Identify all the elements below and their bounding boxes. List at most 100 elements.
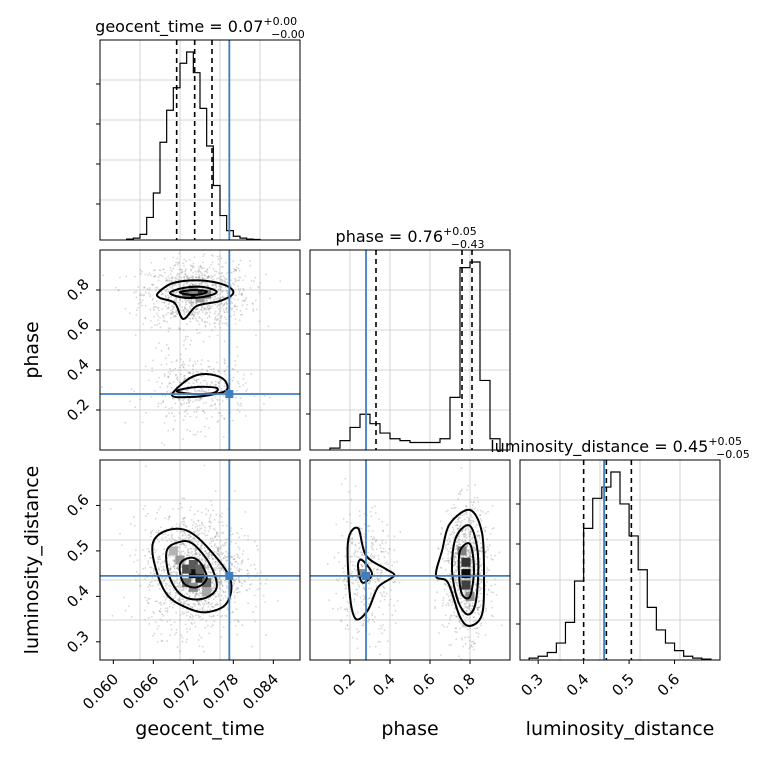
scatter-point bbox=[204, 626, 207, 629]
scatter-point bbox=[204, 559, 207, 562]
scatter-point bbox=[205, 602, 208, 605]
scatter-point bbox=[376, 568, 378, 571]
scatter-point bbox=[195, 411, 198, 413]
scatter-point bbox=[167, 518, 170, 521]
scatter-point bbox=[169, 599, 172, 602]
scatter-point bbox=[367, 603, 370, 605]
scatter-point bbox=[203, 599, 206, 602]
scatter-point bbox=[174, 579, 176, 582]
scatter-point bbox=[455, 544, 458, 547]
scatter-point bbox=[358, 525, 361, 528]
scatter-point bbox=[175, 298, 178, 301]
scatter-point bbox=[144, 465, 147, 467]
scatter-point bbox=[335, 592, 338, 595]
scatter-point bbox=[129, 312, 131, 315]
scatter-point bbox=[206, 534, 209, 537]
scatter-point bbox=[379, 577, 381, 580]
scatter-point bbox=[474, 583, 477, 586]
scatter-point bbox=[394, 622, 397, 625]
scatter-point bbox=[217, 289, 220, 292]
scatter-point bbox=[444, 583, 447, 586]
scatter-point bbox=[152, 611, 155, 613]
scatter-point bbox=[201, 273, 204, 275]
scatter-point bbox=[188, 554, 190, 557]
scatter-point bbox=[233, 594, 236, 597]
scatter-point bbox=[141, 549, 144, 551]
scatter-point bbox=[178, 525, 181, 528]
scatter-point bbox=[169, 566, 172, 568]
scatter-point bbox=[356, 581, 359, 584]
scatter-point bbox=[239, 397, 242, 399]
scatter-point bbox=[445, 559, 448, 562]
scatter-point bbox=[247, 538, 250, 541]
scatter-point bbox=[154, 269, 156, 272]
scatter-point bbox=[434, 606, 437, 608]
scatter-point bbox=[171, 276, 173, 279]
contour-line bbox=[165, 540, 218, 601]
scatter-point bbox=[207, 509, 210, 512]
scatter-point bbox=[476, 627, 478, 630]
scatter-point bbox=[158, 610, 161, 613]
scatter-point bbox=[374, 616, 376, 618]
scatter-point bbox=[207, 565, 210, 568]
y-tick-label: 0.6 bbox=[63, 491, 93, 521]
scatter-point bbox=[237, 591, 239, 594]
scatter-point bbox=[193, 283, 196, 286]
scatter-point bbox=[199, 582, 202, 585]
scatter-point bbox=[252, 611, 255, 614]
density-cell bbox=[202, 587, 212, 597]
scatter-point bbox=[455, 627, 457, 630]
contour-line bbox=[155, 279, 235, 320]
scatter-point bbox=[189, 613, 192, 616]
scatter-point bbox=[363, 533, 366, 536]
scatter-point bbox=[221, 290, 224, 292]
scatter-point bbox=[216, 255, 219, 258]
scatter-point bbox=[326, 563, 329, 566]
scatter-point bbox=[139, 294, 141, 297]
scatter-point bbox=[447, 543, 450, 545]
scatter-point bbox=[221, 512, 224, 515]
scatter-point bbox=[453, 614, 456, 617]
scatter-point bbox=[230, 568, 233, 571]
scatter-point bbox=[225, 580, 228, 583]
scatter-point bbox=[371, 618, 374, 621]
scatter-point bbox=[478, 606, 481, 609]
scatter-point bbox=[251, 302, 254, 305]
scatter-point bbox=[139, 292, 142, 295]
scatter-point bbox=[191, 623, 194, 625]
scatter-point bbox=[235, 577, 238, 580]
scatter-point bbox=[360, 563, 362, 566]
scatter-point bbox=[349, 576, 351, 579]
scatter-point bbox=[472, 541, 474, 544]
scatter-point bbox=[183, 520, 185, 522]
scatter-point bbox=[182, 517, 185, 520]
scatter-point bbox=[218, 554, 221, 557]
scatter-point bbox=[195, 548, 198, 551]
scatter-point bbox=[494, 554, 496, 557]
scatter-point bbox=[168, 516, 171, 518]
scatter-point bbox=[234, 268, 236, 271]
scatter-point bbox=[170, 280, 173, 282]
scatter-point bbox=[130, 388, 133, 391]
scatter-point bbox=[356, 611, 359, 614]
scatter-point bbox=[463, 518, 466, 521]
scatter-point bbox=[178, 582, 181, 584]
scatter-point bbox=[234, 619, 236, 622]
scatter-point bbox=[177, 261, 180, 264]
scatter-point bbox=[199, 608, 201, 611]
scatter-point bbox=[181, 542, 184, 545]
scatter-point bbox=[155, 289, 157, 292]
scatter-point bbox=[205, 299, 208, 301]
scatter-point bbox=[150, 531, 152, 534]
scatter-point bbox=[471, 608, 473, 610]
scatter-point bbox=[359, 551, 362, 553]
scatter-point bbox=[144, 596, 147, 599]
scatter-point bbox=[139, 584, 142, 587]
scatter-point bbox=[197, 519, 200, 522]
scatter-point bbox=[175, 385, 178, 388]
scatter-point bbox=[224, 278, 227, 281]
scatter-point bbox=[242, 384, 245, 387]
scatter-point bbox=[184, 299, 186, 301]
scatter-point bbox=[214, 274, 216, 276]
scatter-point bbox=[188, 317, 190, 319]
